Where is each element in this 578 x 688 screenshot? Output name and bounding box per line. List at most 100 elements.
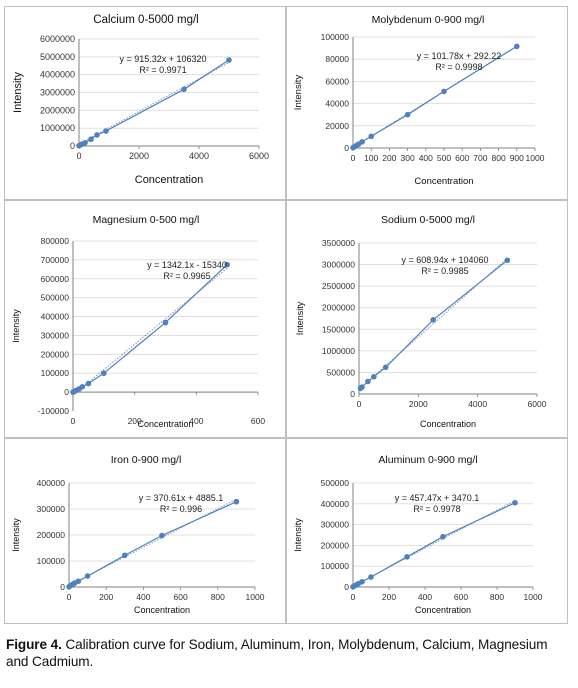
- chart-svg: 0 500000 1000000 1500000 2000000 2500000 30000…: [295, 214, 547, 429]
- y-tick-label: 100000: [37, 556, 66, 566]
- data-point: [441, 88, 447, 95]
- data-point: [368, 133, 374, 140]
- data-point: [226, 57, 232, 63]
- chart-title: Calcium 0-5000 mg/l: [93, 14, 198, 26]
- x-tick-label: 1000: [524, 592, 543, 602]
- figure-caption-text: Calibration curve for Sodium, Aluminum, …: [6, 637, 548, 669]
- x-tick-label: 0: [351, 153, 356, 163]
- x-tick-label: 400: [418, 592, 432, 602]
- y-tick-label: 20000: [325, 121, 349, 131]
- data-point: [85, 380, 92, 387]
- y-tick-label: 500000: [327, 367, 356, 377]
- data-point: [101, 370, 107, 377]
- x-tick-label: 600: [454, 592, 468, 602]
- data-point: [103, 128, 109, 134]
- y-tick-label: 300000: [321, 520, 350, 530]
- x-axis-label: Concentration: [135, 174, 204, 186]
- y-tick-label: 0: [350, 389, 355, 399]
- x-tick-label: 0: [67, 592, 72, 602]
- y-axis-label: Intensity: [293, 75, 304, 111]
- chart-svg: 0 20000 40000 60000 80000 100000 0 100 200 300 400…: [293, 14, 545, 187]
- data-point: [430, 316, 436, 323]
- y-tick-label: 4000000: [40, 70, 75, 80]
- x-tick-label: 0: [357, 399, 362, 409]
- chart-panel-molybdenum: 0 20000 40000 60000 80000 100000 0 100 200 300 400…: [286, 6, 568, 200]
- y-tick-label: 100000: [41, 368, 70, 378]
- data-point: [159, 532, 165, 539]
- y-axis-label: Intensity: [12, 72, 24, 113]
- x-axis-label: Concentration: [415, 605, 471, 615]
- y-tick-label: 100000: [321, 561, 350, 571]
- x-tick-label: 600: [455, 153, 469, 163]
- x-axis-label: Concentration: [420, 419, 476, 429]
- y-tick-label: 40000: [325, 99, 349, 109]
- y-tick-label: 2500000: [322, 281, 355, 291]
- data-point: [365, 378, 371, 385]
- x-tick-label: 0: [71, 416, 76, 426]
- trendline: [68, 498, 237, 587]
- y-tick-label: 1000000: [322, 346, 355, 356]
- data-point: [504, 257, 511, 264]
- data-point: [382, 364, 389, 371]
- x-axis-label: Concentration: [137, 419, 193, 429]
- y-tick-label: 3000000: [322, 260, 355, 270]
- data-point: [75, 578, 82, 585]
- y-tick-label: 0: [70, 141, 75, 151]
- x-tick-label: 200: [382, 592, 396, 602]
- trendline-equation: y = 101.78x + 292.22: [417, 51, 502, 61]
- x-tick-label: 4000: [189, 151, 209, 161]
- data-point: [514, 43, 520, 50]
- y-tick-label: 700000: [41, 255, 70, 265]
- trendline-equation: y = 370.61x + 4885.1: [139, 493, 224, 503]
- y-tick-label: 200000: [321, 540, 350, 550]
- x-tick-label: 600: [251, 416, 265, 426]
- data-point: [404, 111, 411, 118]
- y-tick-label: 0: [64, 387, 69, 397]
- chart-title: Magnesium 0-500 mg/l: [93, 214, 200, 226]
- series-line: [360, 259, 508, 389]
- trendline-r2: R² = 0.9978: [413, 504, 460, 514]
- chart-panel-aluminum: 0 100000 200000 300000 400000 500000 0 200 400 60…: [286, 438, 568, 624]
- x-tick-label: 200: [128, 416, 142, 426]
- y-tick-label: 500000: [321, 478, 350, 488]
- x-tick-label: 300: [401, 153, 415, 163]
- y-tick-label: 200000: [37, 530, 66, 540]
- trendline-r2: R² = 0.9985: [421, 266, 468, 276]
- data-point: [122, 552, 128, 559]
- x-tick-label: 1000: [526, 153, 545, 163]
- x-axis-label: Concentration: [134, 605, 190, 615]
- y-axis-label: Intensity: [293, 518, 303, 552]
- x-tick-label: 800: [211, 592, 225, 602]
- y-tick-label: 2000000: [322, 303, 355, 313]
- y-tick-label: 3000000: [40, 88, 75, 98]
- series-line: [352, 502, 516, 588]
- chart-title: Sodium 0-5000 mg/l: [381, 214, 475, 226]
- y-tick-label: 200000: [41, 349, 70, 359]
- x-tick-label: 900: [510, 153, 524, 163]
- data-point: [359, 139, 365, 145]
- trendline: [352, 500, 516, 587]
- y-tick-label: 2000000: [40, 105, 75, 115]
- y-tick-label: -100000: [38, 406, 69, 416]
- chart-panel-iron: 0 100000 200000 300000 400000 0 200 400 600 800 10…: [4, 438, 286, 624]
- chart-title: Aluminum 0-900 mg/l: [378, 454, 477, 466]
- x-tick-label: 200: [99, 592, 113, 602]
- y-tick-label: 3500000: [322, 238, 355, 248]
- x-tick-label: 2000: [129, 151, 149, 161]
- trendline-equation: y = 1342.1x - 15340: [147, 260, 227, 270]
- data-point: [440, 533, 446, 540]
- figure-grid: 0 1000000 2000000 3000000 4000000 5000000 6000…: [4, 6, 568, 624]
- trendline-r2: R² = 0.9998: [435, 62, 482, 72]
- data-point: [368, 574, 374, 580]
- trendline-equation: y = 608.94x + 104060: [401, 255, 488, 265]
- chart-svg: -100000010000020000030000040000050000060…: [11, 214, 265, 429]
- data-point: [162, 319, 169, 326]
- trendline-r2: R² = 0.996: [160, 504, 202, 514]
- data-point: [88, 136, 94, 143]
- x-tick-label: 400: [189, 416, 203, 426]
- data-point: [82, 139, 88, 146]
- y-axis-label: Intensity: [11, 518, 21, 552]
- data-point: [359, 384, 365, 390]
- data-point: [404, 554, 410, 560]
- x-tick-label: 0: [351, 592, 356, 602]
